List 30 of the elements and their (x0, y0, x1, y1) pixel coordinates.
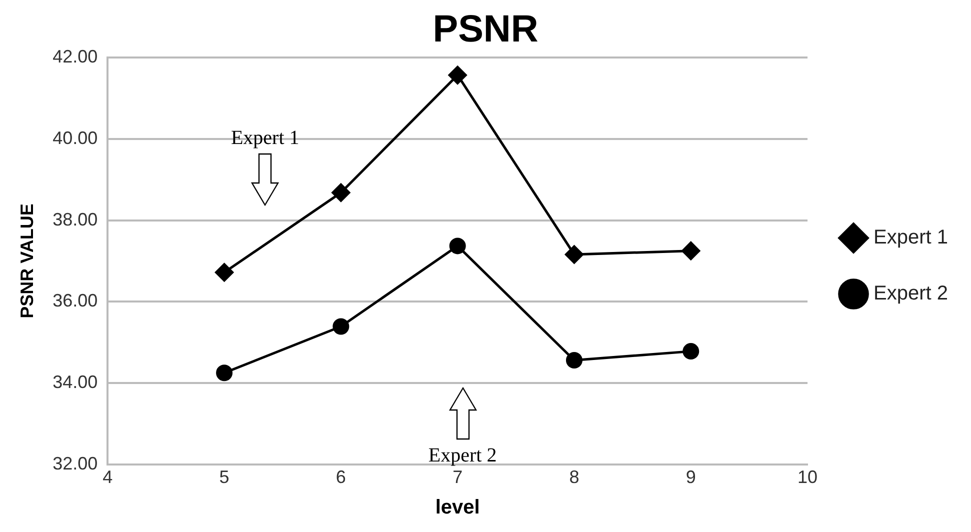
legend-label: Expert 2 (874, 282, 948, 305)
x-tick-label: 6 (336, 467, 346, 488)
y-tick-label: 38.00 (52, 209, 98, 230)
x-tick-label: 8 (569, 467, 580, 488)
x-tick-label: 7 (452, 467, 463, 488)
point (215, 263, 234, 282)
x-tick-label: 4 (102, 467, 113, 488)
point (448, 66, 467, 84)
point (682, 343, 700, 360)
y-tick-label: 34.00 (52, 372, 98, 392)
x-axis-title: level (435, 496, 480, 519)
annotation: Expert 1 (230, 127, 300, 150)
point (332, 183, 350, 202)
x-tick-label: 5 (219, 467, 230, 488)
legend-label: Expert 1 (874, 226, 948, 249)
point (332, 318, 350, 335)
x-tick-label: 10 (798, 467, 818, 488)
y-tick-label: 40.00 (52, 128, 98, 148)
annotation: Expert 2 (428, 444, 497, 467)
point (449, 238, 466, 254)
point (564, 245, 584, 264)
point (566, 352, 582, 369)
point (216, 364, 233, 382)
x-tick-label: 9 (686, 467, 696, 488)
y-tick-label: 36.00 (52, 290, 98, 311)
y-tick-label: 42.00 (52, 46, 98, 67)
y-axis-title: PSNR VALUE (16, 204, 37, 318)
chart-title: PSNR (432, 8, 538, 50)
y-tick-label: 32.00 (52, 453, 98, 474)
point (682, 242, 700, 260)
